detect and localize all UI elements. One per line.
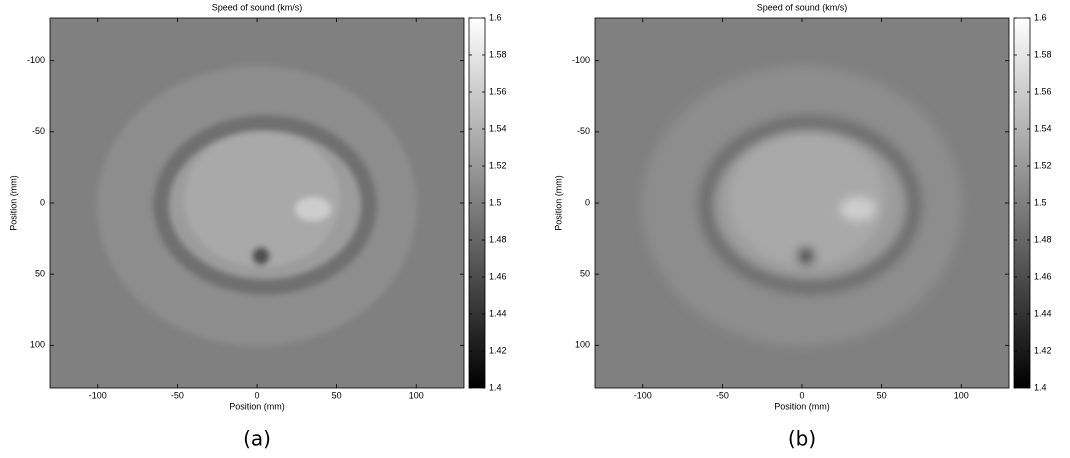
colorbar-tick-label: 1.4 xyxy=(489,382,502,392)
colorbar-tick-label: 1.5 xyxy=(489,197,502,207)
x-tick-label: 50 xyxy=(332,390,342,400)
x-axis-label: Position (mm) xyxy=(774,401,830,411)
colorbar-tick-label: 1.44 xyxy=(1034,308,1052,318)
x-axis-label: Position (mm) xyxy=(229,401,285,411)
y-tick-label: 100 xyxy=(575,340,590,350)
colorbar-tick-label: 1.6 xyxy=(489,12,502,22)
colorbar-tick-label: 1.58 xyxy=(489,49,507,59)
colorbar-tick-label: 1.54 xyxy=(1034,123,1052,133)
colorbar-tick-label: 1.54 xyxy=(489,123,507,133)
colorbar-tick-label: 1.52 xyxy=(489,160,507,170)
colorbar-tick-label: 1.52 xyxy=(1034,160,1052,170)
caption: (b) xyxy=(788,427,816,451)
x-tick-label: 0 xyxy=(254,390,259,400)
x-tick-label: 50 xyxy=(877,390,887,400)
image-content xyxy=(97,66,417,346)
colorbar-tick-label: 1.5 xyxy=(1034,197,1047,207)
y-tick-label: -100 xyxy=(27,55,45,65)
colorbar-tick-label: 1.6 xyxy=(1034,12,1047,22)
bright-spot xyxy=(295,197,331,221)
y-tick-label: 50 xyxy=(35,269,45,279)
x-tick-label: -50 xyxy=(716,390,729,400)
heatmap-image xyxy=(595,18,1009,388)
colorbar-tick-label: 1.44 xyxy=(489,308,507,318)
y-tick-label: -100 xyxy=(572,55,590,65)
caption: (a) xyxy=(243,427,271,451)
y-tick-label: 100 xyxy=(30,340,45,350)
colorbar-tick-label: 1.48 xyxy=(489,234,507,244)
y-tick-label: 0 xyxy=(585,197,590,207)
inner-region xyxy=(184,131,340,267)
colorbar-tick-label: 1.46 xyxy=(489,271,507,281)
x-tick-label: 100 xyxy=(954,390,969,400)
colorbar-tick-label: 1.48 xyxy=(1034,234,1052,244)
x-tick-label: -100 xyxy=(634,390,652,400)
dark-spot xyxy=(252,247,270,265)
y-tick-label: 50 xyxy=(580,269,590,279)
bright-spot xyxy=(840,197,876,221)
x-tick-label: 100 xyxy=(409,390,424,400)
y-tick-label: -50 xyxy=(577,126,590,136)
colorbar-tick-label: 1.4 xyxy=(1034,382,1047,392)
image-content xyxy=(642,66,962,346)
y-axis-label: Position (mm) xyxy=(553,175,563,231)
x-tick-label: -50 xyxy=(171,390,184,400)
chart-title: Speed of sound (km/s) xyxy=(212,2,303,12)
colorbar-tick-label: 1.56 xyxy=(1034,86,1052,96)
colorbar-tick-label: 1.42 xyxy=(489,345,507,355)
y-tick-label: 0 xyxy=(40,197,45,207)
x-tick-label: -100 xyxy=(89,390,107,400)
chart-title: Speed of sound (km/s) xyxy=(757,2,848,12)
dark-spot xyxy=(797,247,815,265)
colorbar-tick-label: 1.56 xyxy=(489,86,507,96)
colorbar-tick-label: 1.42 xyxy=(1034,345,1052,355)
y-tick-label: -50 xyxy=(32,126,45,136)
inner-region xyxy=(729,131,885,267)
y-axis-label: Position (mm) xyxy=(8,175,18,231)
heatmap-image xyxy=(50,18,464,388)
colorbar-tick-label: 1.46 xyxy=(1034,271,1052,281)
colorbar-tick-label: 1.58 xyxy=(1034,49,1052,59)
x-tick-label: 0 xyxy=(799,390,804,400)
